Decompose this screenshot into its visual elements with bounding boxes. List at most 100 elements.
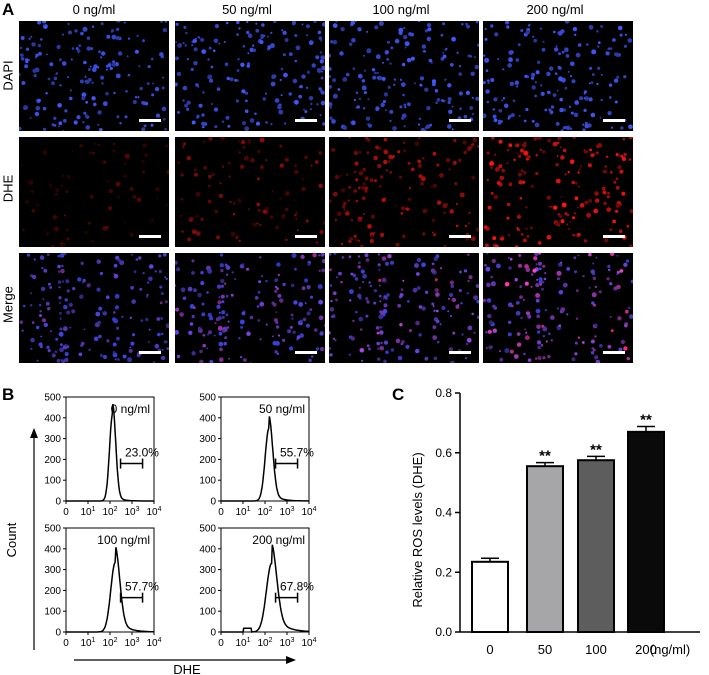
histogram-x-tick: 103 bbox=[124, 637, 139, 649]
gate-percent: 23.0% bbox=[125, 446, 159, 460]
gate-percent: 67.8% bbox=[280, 580, 314, 594]
histogram-y-tick: 300 bbox=[199, 434, 216, 445]
dhe-axis-label: DHE bbox=[173, 662, 201, 675]
micrograph-dhe-0 bbox=[19, 137, 169, 247]
chart-y-tick-label: 0.2 bbox=[435, 565, 452, 579]
histogram-y-tick: 400 bbox=[199, 544, 216, 555]
histogram-x-tick: 101 bbox=[80, 637, 95, 649]
histogram-label: 50 ng/ml bbox=[259, 402, 305, 416]
histogram-y-tick: 0 bbox=[210, 497, 216, 508]
histogram-y-tick: 200 bbox=[199, 586, 216, 597]
histogram-y-tick: 0 bbox=[210, 628, 216, 639]
chart-x-unit: (ng/ml) bbox=[650, 642, 690, 657]
micrograph-merge-200 bbox=[483, 253, 633, 363]
micrograph-dapi-50 bbox=[175, 21, 325, 131]
histogram-x-tick: 104 bbox=[146, 506, 161, 518]
panel-c-letter: C bbox=[392, 385, 405, 404]
histogram-y-tick: 100 bbox=[44, 476, 61, 487]
chart-y-tick-label: 0.6 bbox=[435, 446, 452, 460]
histogram-y-tick: 300 bbox=[199, 565, 216, 576]
scale-bar bbox=[449, 235, 471, 238]
histogram-x-tick: 104 bbox=[146, 637, 161, 649]
bar-100 bbox=[577, 459, 615, 633]
histogram-x-tick: 104 bbox=[301, 506, 316, 518]
histogram-y-tick: 500 bbox=[44, 524, 61, 535]
chart-x-tick-label: 100 bbox=[585, 642, 607, 657]
chart-y-tick-label: 0.4 bbox=[435, 506, 452, 520]
histogram-x-tick: 104 bbox=[301, 637, 316, 649]
histogram-y-tick: 500 bbox=[199, 393, 216, 404]
micrograph-dapi-100 bbox=[329, 21, 479, 131]
micrograph-dapi-0 bbox=[19, 21, 169, 131]
histogram-x-tick: 102 bbox=[102, 506, 117, 518]
micrograph-cells bbox=[329, 137, 479, 247]
histogram-y-tick: 500 bbox=[199, 524, 216, 535]
scale-bar bbox=[449, 119, 471, 122]
micrograph-dapi-200 bbox=[483, 21, 633, 131]
scale-bar bbox=[603, 351, 625, 354]
micrograph-merge-100 bbox=[329, 253, 479, 363]
micrograph-cells bbox=[20, 142, 169, 247]
histogram-y-tick: 400 bbox=[44, 413, 61, 424]
bar-50 bbox=[526, 465, 564, 633]
histogram-y-tick: 300 bbox=[44, 565, 61, 576]
significance-marker: ** bbox=[640, 411, 652, 428]
significance-marker: ** bbox=[590, 441, 602, 458]
histogram-x-tick: 102 bbox=[257, 637, 272, 649]
histogram-y-tick: 0 bbox=[55, 497, 61, 508]
column-header-100: 100 ng/ml bbox=[372, 2, 430, 17]
micrograph-cells bbox=[483, 137, 633, 247]
micrograph-cells bbox=[19, 253, 169, 363]
chart-y-label: Relative ROS levels (DHE) bbox=[410, 452, 425, 607]
bar-200 bbox=[627, 430, 665, 634]
scale-bar bbox=[139, 351, 161, 354]
row-label-dhe: DHE bbox=[0, 174, 16, 203]
chart-x-tick-label: 0 bbox=[486, 642, 493, 657]
histogram-y-tick: 100 bbox=[199, 476, 216, 487]
histogram-x-tick: 102 bbox=[102, 637, 117, 649]
scale-bar bbox=[295, 235, 317, 238]
scale-bar bbox=[603, 235, 625, 238]
micrograph-cells bbox=[483, 253, 633, 363]
histogram-y-tick: 200 bbox=[44, 455, 61, 466]
histogram-y-tick: 100 bbox=[199, 607, 216, 618]
histogram-x-tick: 103 bbox=[279, 637, 294, 649]
row-label-merge: Merge bbox=[0, 286, 16, 323]
micrograph-merge-50 bbox=[175, 253, 325, 363]
gate-percent: 55.7% bbox=[280, 446, 314, 460]
column-header-200: 200 ng/ml bbox=[526, 2, 584, 17]
micrograph-cells bbox=[19, 21, 168, 131]
micrograph-cells bbox=[175, 21, 325, 131]
histogram-y-tick: 0 bbox=[55, 628, 61, 639]
micrograph-cells bbox=[329, 21, 479, 131]
column-header-0: 0 ng/ml bbox=[72, 2, 116, 17]
histogram-curve bbox=[221, 416, 309, 502]
histogram-x-tick: 103 bbox=[279, 506, 294, 518]
panel-a-letter: A bbox=[2, 0, 15, 19]
chart-x-tick-label: 50 bbox=[538, 642, 552, 657]
bar-0 bbox=[471, 560, 509, 633]
histogram-3: 0 100 200 300 400 500 0 101 102 103 104 67.8% 200 ng… bbox=[199, 524, 316, 650]
histogram-y-tick: 300 bbox=[44, 434, 61, 445]
micrograph-cells bbox=[177, 137, 325, 244]
micrograph-dhe-100 bbox=[329, 137, 479, 247]
chart-y-tick-label: 0.8 bbox=[435, 386, 452, 400]
micrograph-cells bbox=[329, 253, 479, 363]
micrograph-dhe-200 bbox=[483, 137, 633, 247]
column-header-50: 50 ng/ml bbox=[222, 2, 272, 17]
histogram-0: 0 100 200 300 400 500 0 101 102 103 104 23.0% 0 ng/m… bbox=[44, 393, 161, 519]
histogram-2: 0 100 200 300 400 500 0 101 102 103 104 57.7% 100 ng… bbox=[44, 524, 161, 650]
significance-marker: ** bbox=[539, 448, 551, 465]
histogram-label: 200 ng/ml bbox=[252, 533, 305, 547]
histogram-curve bbox=[66, 403, 154, 502]
histogram-curve bbox=[221, 544, 309, 633]
histogram-x-tick: 0 bbox=[63, 638, 69, 649]
gate-percent: 57.7% bbox=[125, 580, 159, 594]
histogram-x-tick: 0 bbox=[218, 638, 224, 649]
micrograph-dhe-50 bbox=[175, 137, 325, 247]
scale-bar bbox=[139, 119, 161, 122]
histogram-y-tick: 100 bbox=[44, 607, 61, 618]
histogram-x-tick: 101 bbox=[80, 506, 95, 518]
histogram-y-tick: 500 bbox=[44, 393, 61, 404]
